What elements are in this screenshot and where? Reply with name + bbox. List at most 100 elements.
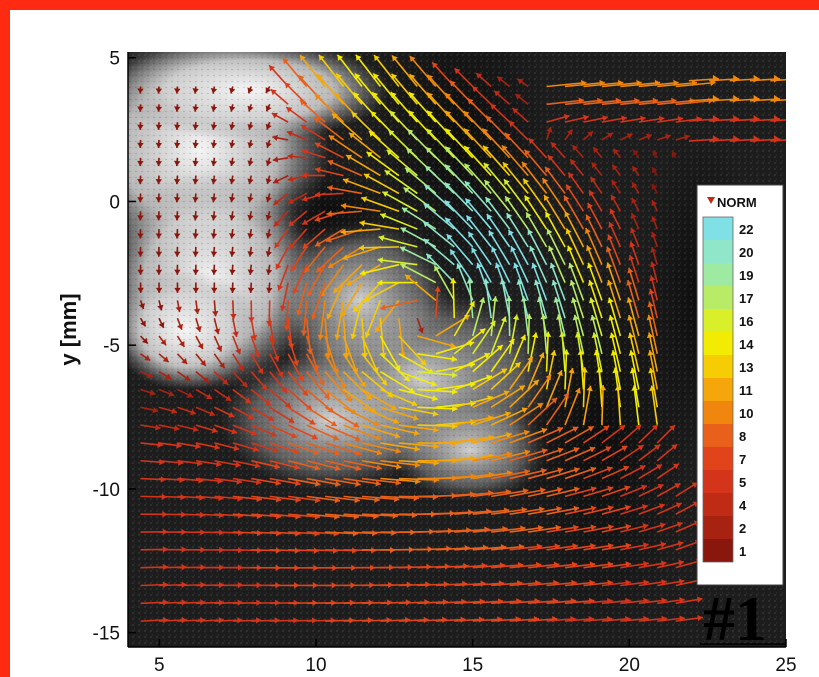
velocity-vector-388 — [250, 318, 258, 341]
velocity-vector-231 — [541, 177, 566, 212]
velocity-vector-76 — [408, 91, 437, 123]
velocity-vector-681 — [306, 495, 341, 504]
velocity-vector-789 — [638, 541, 667, 551]
velocity-vector-694 — [546, 486, 580, 498]
velocity-vector-324 — [137, 282, 144, 293]
velocity-vector-197 — [444, 164, 474, 194]
velocity-vector-358 — [230, 300, 237, 320]
velocity-vector-62 — [174, 122, 181, 130]
velocity-vector-612 — [638, 424, 659, 444]
legend-swatch-13 — [703, 516, 733, 539]
velocity-vector-398 — [434, 286, 441, 319]
velocity-vector-234 — [610, 194, 622, 212]
velocity-vector-378 — [586, 262, 603, 301]
velocity-vector-477 — [287, 371, 309, 397]
velocity-vector-321 — [607, 234, 622, 266]
velocity-vector-538 — [343, 406, 380, 427]
legend-label-3: 17 — [739, 291, 753, 306]
velocity-vector-535 — [287, 406, 316, 426]
velocity-vector-406 — [569, 279, 585, 319]
legend-title: NORM — [717, 195, 757, 210]
velocity-vector-341 — [425, 253, 455, 284]
velocity-vector-181 — [173, 193, 181, 203]
velocity-vector-108 — [444, 110, 474, 141]
velocity-vector-85 — [601, 115, 627, 123]
velocity-vector-578 — [545, 392, 570, 426]
velocity-vector-243 — [247, 228, 254, 239]
velocity-vector-292 — [608, 221, 622, 248]
velocity-vector-311 — [399, 246, 437, 266]
velocity-vector-68 — [271, 112, 289, 123]
velocity-vector-584 — [649, 385, 659, 426]
velocity-vector-127 — [265, 157, 272, 167]
velocity-vector-254 — [423, 202, 455, 230]
velocity-vector-50 — [493, 90, 511, 105]
velocity-vector-613 — [656, 424, 676, 444]
velocity-vector-146 — [612, 148, 622, 159]
velocity-vector-431 — [505, 295, 513, 337]
velocity-vector-642 — [656, 443, 678, 462]
velocity-vector-280 — [358, 244, 399, 252]
velocity-vector-228 — [483, 179, 511, 212]
velocity-vector-701 — [675, 481, 698, 498]
velocity-vector-275 — [290, 246, 308, 272]
velocity-vector-486 — [453, 352, 491, 373]
velocity-vector-555 — [648, 367, 659, 408]
velocity-vector-368 — [380, 299, 418, 311]
velocity-vector-728 — [620, 504, 648, 515]
velocity-vector-352 — [649, 261, 659, 283]
velocity-vector-18 — [453, 67, 474, 88]
legend-swatch-9 — [703, 424, 733, 447]
velocity-vector-294 — [650, 231, 659, 248]
velocity-vector-730 — [656, 502, 683, 515]
velocity-vector-283 — [422, 221, 455, 248]
velocity-vector-627 — [380, 459, 421, 469]
velocity-vector-5 — [229, 86, 236, 94]
legend-label-0: 22 — [739, 222, 753, 237]
velocity-vector-453 — [379, 353, 411, 382]
velocity-vector-820 — [657, 559, 685, 569]
velocity-vector-605 — [509, 427, 548, 444]
legend-label-10: 7 — [739, 452, 746, 467]
velocity-vector-225 — [423, 184, 455, 212]
velocity-vector-383 — [158, 317, 165, 329]
velocity-vector-335 — [326, 282, 345, 320]
velocity-vector-429 — [471, 297, 486, 337]
velocity-vector-505 — [269, 388, 292, 409]
velocity-vector-191 — [327, 184, 363, 195]
velocity-vector-387 — [232, 318, 239, 338]
legend-swatch-7 — [703, 378, 733, 401]
velocity-vector-482 — [380, 370, 416, 394]
velocity-vector-277 — [315, 246, 345, 273]
velocity-vector-211 — [192, 211, 199, 221]
velocity-vector-80 — [489, 103, 511, 123]
velocity-vector-557 — [158, 424, 180, 432]
velocity-vector-64 — [210, 122, 218, 130]
velocity-vector-222 — [361, 196, 400, 212]
velocity-vector-327 — [192, 282, 200, 293]
velocity-vector-556 — [140, 424, 161, 431]
velocity-vector-818 — [620, 560, 649, 569]
velocity-vector-419 — [287, 335, 300, 366]
velocity-vector-500 — [177, 388, 194, 398]
velocity-vector-563 — [269, 424, 298, 439]
velocity-vector-401 — [483, 278, 492, 319]
velocity-vector-504 — [250, 388, 272, 406]
velocity-vector-167 — [425, 146, 455, 177]
velocity-vector-318 — [546, 228, 566, 266]
velocity-vector-300 — [229, 264, 236, 275]
velocity-vector-598 — [380, 442, 421, 452]
velocity-vector-60 — [137, 122, 144, 130]
velocity-vector-184 — [229, 193, 236, 203]
velocity-vector-3 — [192, 86, 199, 94]
velocity-vector-86 — [620, 115, 646, 123]
velocity-vector-722 — [509, 506, 545, 515]
velocity-vector-564 — [287, 424, 318, 440]
velocity-vector-788 — [620, 542, 649, 551]
velocity-vector-532 — [232, 406, 255, 420]
velocity-vector-529 — [177, 406, 197, 416]
velocity-vector-233 — [588, 189, 603, 212]
legend-label-7: 11 — [739, 383, 753, 398]
velocity-vector-0 — [137, 86, 144, 94]
velocity-vector-850 — [657, 578, 685, 587]
